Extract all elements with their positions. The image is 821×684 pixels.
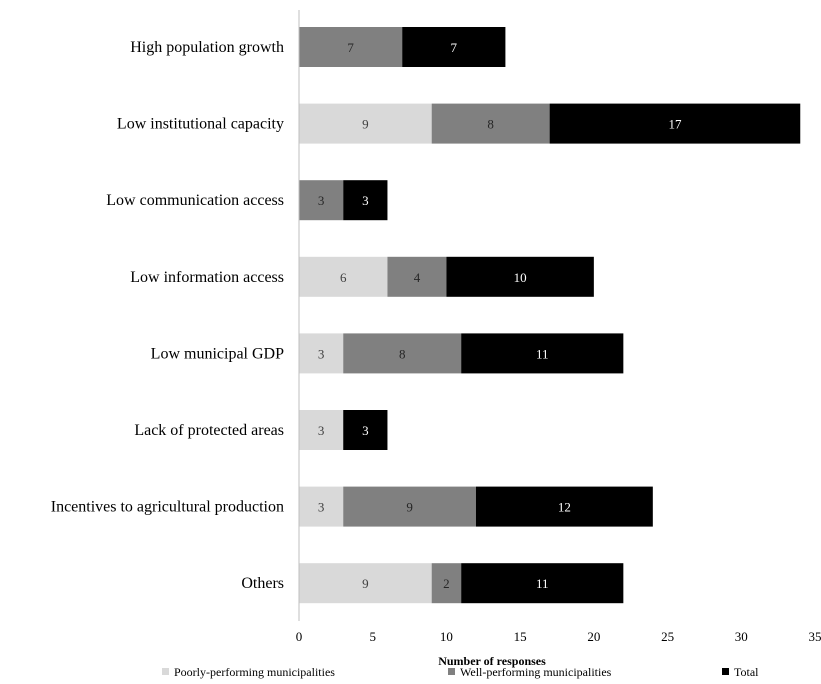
data-label-total-low-municipal-gdp: 11 <box>536 346 549 361</box>
legend-label-well-performing-municipalities: Well-performing municipalities <box>460 665 612 679</box>
bar-total-incentives-to-agricultural-production <box>475 486 653 527</box>
legend-swatch-total <box>722 668 729 675</box>
legend-label-poorly-performing-municipalities: Poorly-performing municipalities <box>174 665 335 679</box>
category-label-incentives-to-agricultural-production: Incentives to agricultural production <box>51 499 284 516</box>
data-label-total-high-population-growth: 7 <box>451 40 458 55</box>
category-label-low-communication-access: Low communication access <box>106 192 284 209</box>
bar-total-low-municipal-gdp <box>461 333 624 374</box>
data-label-total-incentives-to-agricultural-production: 12 <box>558 500 571 515</box>
bar-poorly-performing-municipalities-low-municipal-gdp <box>299 333 344 374</box>
bar-well-performing-municipalities-low-information-access <box>387 256 447 297</box>
data-label-total-low-institutional-capacity: 17 <box>668 117 682 132</box>
legend-label-total: Total <box>734 665 759 679</box>
data-label-poorly-performing-municipalities-lack-of-protected-areas: 3 <box>318 423 325 438</box>
bar-poorly-performing-municipalities-incentives-to-agricultural-production <box>299 486 344 527</box>
bar-well-performing-municipalities-low-municipal-gdp <box>343 333 462 374</box>
legend-swatch-poorly-performing-municipalities <box>162 668 169 675</box>
x-tick-label-5: 5 <box>369 629 376 644</box>
x-tick-label-25: 25 <box>661 629 674 644</box>
bar-total-lack-of-protected-areas <box>343 410 388 450</box>
data-label-well-performing-municipalities-others: 2 <box>443 576 450 591</box>
legend-swatch-well-performing-municipalities <box>448 668 455 675</box>
data-label-total-low-communication-access: 3 <box>362 193 369 208</box>
data-label-total-low-information-access: 10 <box>514 270 527 285</box>
bar-well-performing-municipalities-high-population-growth <box>299 27 403 67</box>
data-label-well-performing-municipalities-low-information-access: 4 <box>414 270 421 285</box>
data-label-poorly-performing-municipalities-low-institutional-capacity: 9 <box>362 117 369 132</box>
category-label-others: Others <box>241 575 284 592</box>
data-label-total-lack-of-protected-areas: 3 <box>362 423 369 438</box>
bar-total-low-communication-access <box>343 180 388 221</box>
bar-total-high-population-growth <box>402 27 506 67</box>
category-label-low-municipal-gdp: Low municipal GDP <box>151 345 284 362</box>
x-tick-label-15: 15 <box>514 629 527 644</box>
x-tick-label-30: 30 <box>735 629 748 644</box>
bar-poorly-performing-municipalities-lack-of-protected-areas <box>299 410 344 450</box>
x-tick-label-20: 20 <box>587 629 600 644</box>
data-label-poorly-performing-municipalities-others: 9 <box>362 576 369 591</box>
data-label-well-performing-municipalities-incentives-to-agricultural-production: 9 <box>406 500 413 515</box>
data-label-poorly-performing-municipalities-incentives-to-agricultural-production: 3 <box>318 500 325 515</box>
category-label-low-information-access: Low information access <box>130 269 284 286</box>
data-label-well-performing-municipalities-low-municipal-gdp: 8 <box>399 346 406 361</box>
x-tick-label-0: 0 <box>296 629 303 644</box>
bar-well-performing-municipalities-incentives-to-agricultural-production <box>343 486 476 527</box>
bar-total-low-institutional-capacity <box>549 103 801 144</box>
category-label-lack-of-protected-areas: Lack of protected areas <box>134 422 284 439</box>
data-label-well-performing-municipalities-low-communication-access: 3 <box>318 193 325 208</box>
bar-total-low-information-access <box>446 256 594 297</box>
data-label-total-others: 11 <box>536 576 549 591</box>
bar-poorly-performing-municipalities-low-institutional-capacity <box>299 103 432 144</box>
data-label-well-performing-municipalities-low-institutional-capacity: 8 <box>487 117 494 132</box>
data-label-well-performing-municipalities-high-population-growth: 7 <box>347 40 354 55</box>
bar-well-performing-municipalities-low-communication-access <box>299 180 344 221</box>
x-tick-label-35: 35 <box>809 629 821 644</box>
bar-well-performing-municipalities-low-institutional-capacity <box>431 103 550 144</box>
x-axis-title: Number of responses <box>438 654 546 668</box>
category-label-low-institutional-capacity: Low institutional capacity <box>117 116 284 133</box>
bar-poorly-performing-municipalities-low-information-access <box>299 256 388 297</box>
bar-total-others <box>461 563 624 604</box>
bar-poorly-performing-municipalities-others <box>299 563 432 604</box>
category-label-high-population-growth: High population growth <box>130 39 284 56</box>
data-label-poorly-performing-municipalities-low-information-access: 6 <box>340 270 347 285</box>
x-tick-label-10: 10 <box>440 629 453 644</box>
bar-well-performing-municipalities-others <box>431 563 462 604</box>
data-label-poorly-performing-municipalities-low-municipal-gdp: 3 <box>318 346 325 361</box>
